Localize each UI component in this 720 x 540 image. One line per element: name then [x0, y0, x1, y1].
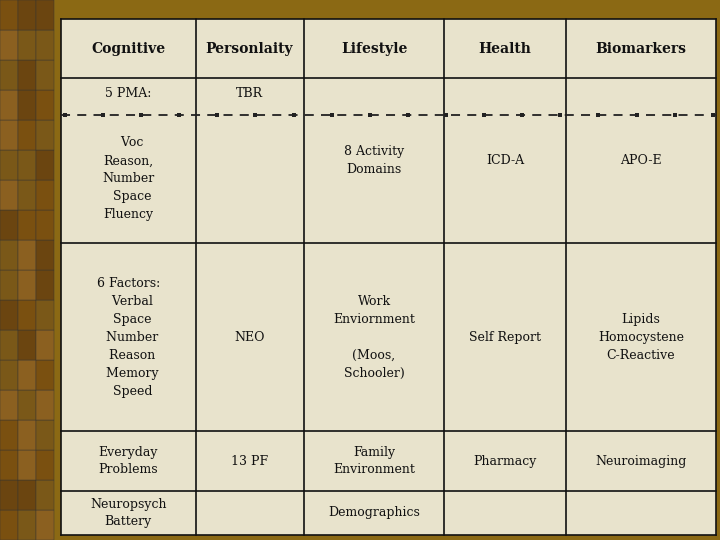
Bar [18, 360, 36, 390]
Text: Neuropsych
Battery: Neuropsych Battery [90, 498, 166, 528]
Bar [36, 90, 54, 120]
Text: TBR: TBR [236, 86, 263, 99]
Bar [18, 390, 36, 420]
Bar [0, 60, 18, 90]
Text: Lipids
Homocystene
C-Reactive: Lipids Homocystene C-Reactive [598, 313, 684, 362]
Bar [36, 60, 54, 90]
Text: APO-E: APO-E [620, 154, 662, 167]
Bar [36, 120, 54, 150]
Text: Family
Environment: Family Environment [333, 446, 415, 476]
Bar [36, 360, 54, 390]
Bar [36, 210, 54, 240]
Bar [18, 420, 36, 450]
Bar [0, 90, 18, 120]
Bar [36, 510, 54, 540]
Text: 8 Activity
Domains: 8 Activity Domains [344, 145, 404, 176]
Bar [36, 450, 54, 480]
Text: Cognitive: Cognitive [91, 42, 166, 56]
Text: Personlaity: Personlaity [206, 42, 293, 56]
Bar [0, 30, 18, 60]
Bar [18, 300, 36, 330]
Bar [0, 0, 18, 30]
Bar [18, 90, 36, 120]
Text: Voc
Reason,
Number
  Space
Fluency: Voc Reason, Number Space Fluency [102, 137, 155, 221]
Text: Demographics: Demographics [328, 506, 420, 519]
Bar [18, 240, 36, 270]
Bar [36, 240, 54, 270]
Text: Health: Health [479, 42, 531, 56]
Bar [18, 150, 36, 180]
Bar [0, 300, 18, 330]
Text: 5 PMA:: 5 PMA: [105, 86, 151, 99]
Text: 13 PF: 13 PF [231, 455, 268, 468]
Bar [0, 390, 18, 420]
Bar [0, 330, 18, 360]
Text: Biomarkers: Biomarkers [595, 42, 687, 56]
Bar [36, 0, 54, 30]
Bar [36, 270, 54, 300]
Bar [36, 330, 54, 360]
Bar [36, 180, 54, 210]
Bar [36, 150, 54, 180]
Bar [36, 30, 54, 60]
Text: Pharmacy: Pharmacy [474, 455, 537, 468]
Bar [18, 30, 36, 60]
Bar [36, 390, 54, 420]
Bar [18, 450, 36, 480]
Bar [0, 180, 18, 210]
Bar [0, 420, 18, 450]
Bar [36, 300, 54, 330]
Bar [0, 150, 18, 180]
Bar [18, 60, 36, 90]
Text: NEO: NEO [234, 331, 265, 344]
Bar [18, 120, 36, 150]
Text: 6 Factors:
  Verbal
  Space
  Number
  Reason
  Memory
  Speed: 6 Factors: Verbal Space Number Reason Me… [96, 277, 160, 398]
Bar [0, 510, 18, 540]
Bar [0, 270, 18, 300]
Text: ICD-A: ICD-A [486, 154, 524, 167]
Bar [18, 210, 36, 240]
Text: Self Report: Self Report [469, 331, 541, 344]
Bar [36, 480, 54, 510]
Bar [18, 330, 36, 360]
Bar [0, 450, 18, 480]
Bar [18, 510, 36, 540]
Bar [0, 210, 18, 240]
Text: Work
Enviornment

(Moos,
Schooler): Work Enviornment (Moos, Schooler) [333, 295, 415, 380]
Bar [18, 270, 36, 300]
Bar [0, 120, 18, 150]
Bar [0, 240, 18, 270]
Text: Everyday
Problems: Everyday Problems [99, 446, 158, 476]
Bar [18, 480, 36, 510]
Bar [0, 480, 18, 510]
Text: Lifestyle: Lifestyle [341, 42, 408, 56]
Bar [0, 360, 18, 390]
Bar [18, 0, 36, 30]
Bar [18, 180, 36, 210]
Bar [36, 420, 54, 450]
Text: Neuroimaging: Neuroimaging [595, 455, 687, 468]
